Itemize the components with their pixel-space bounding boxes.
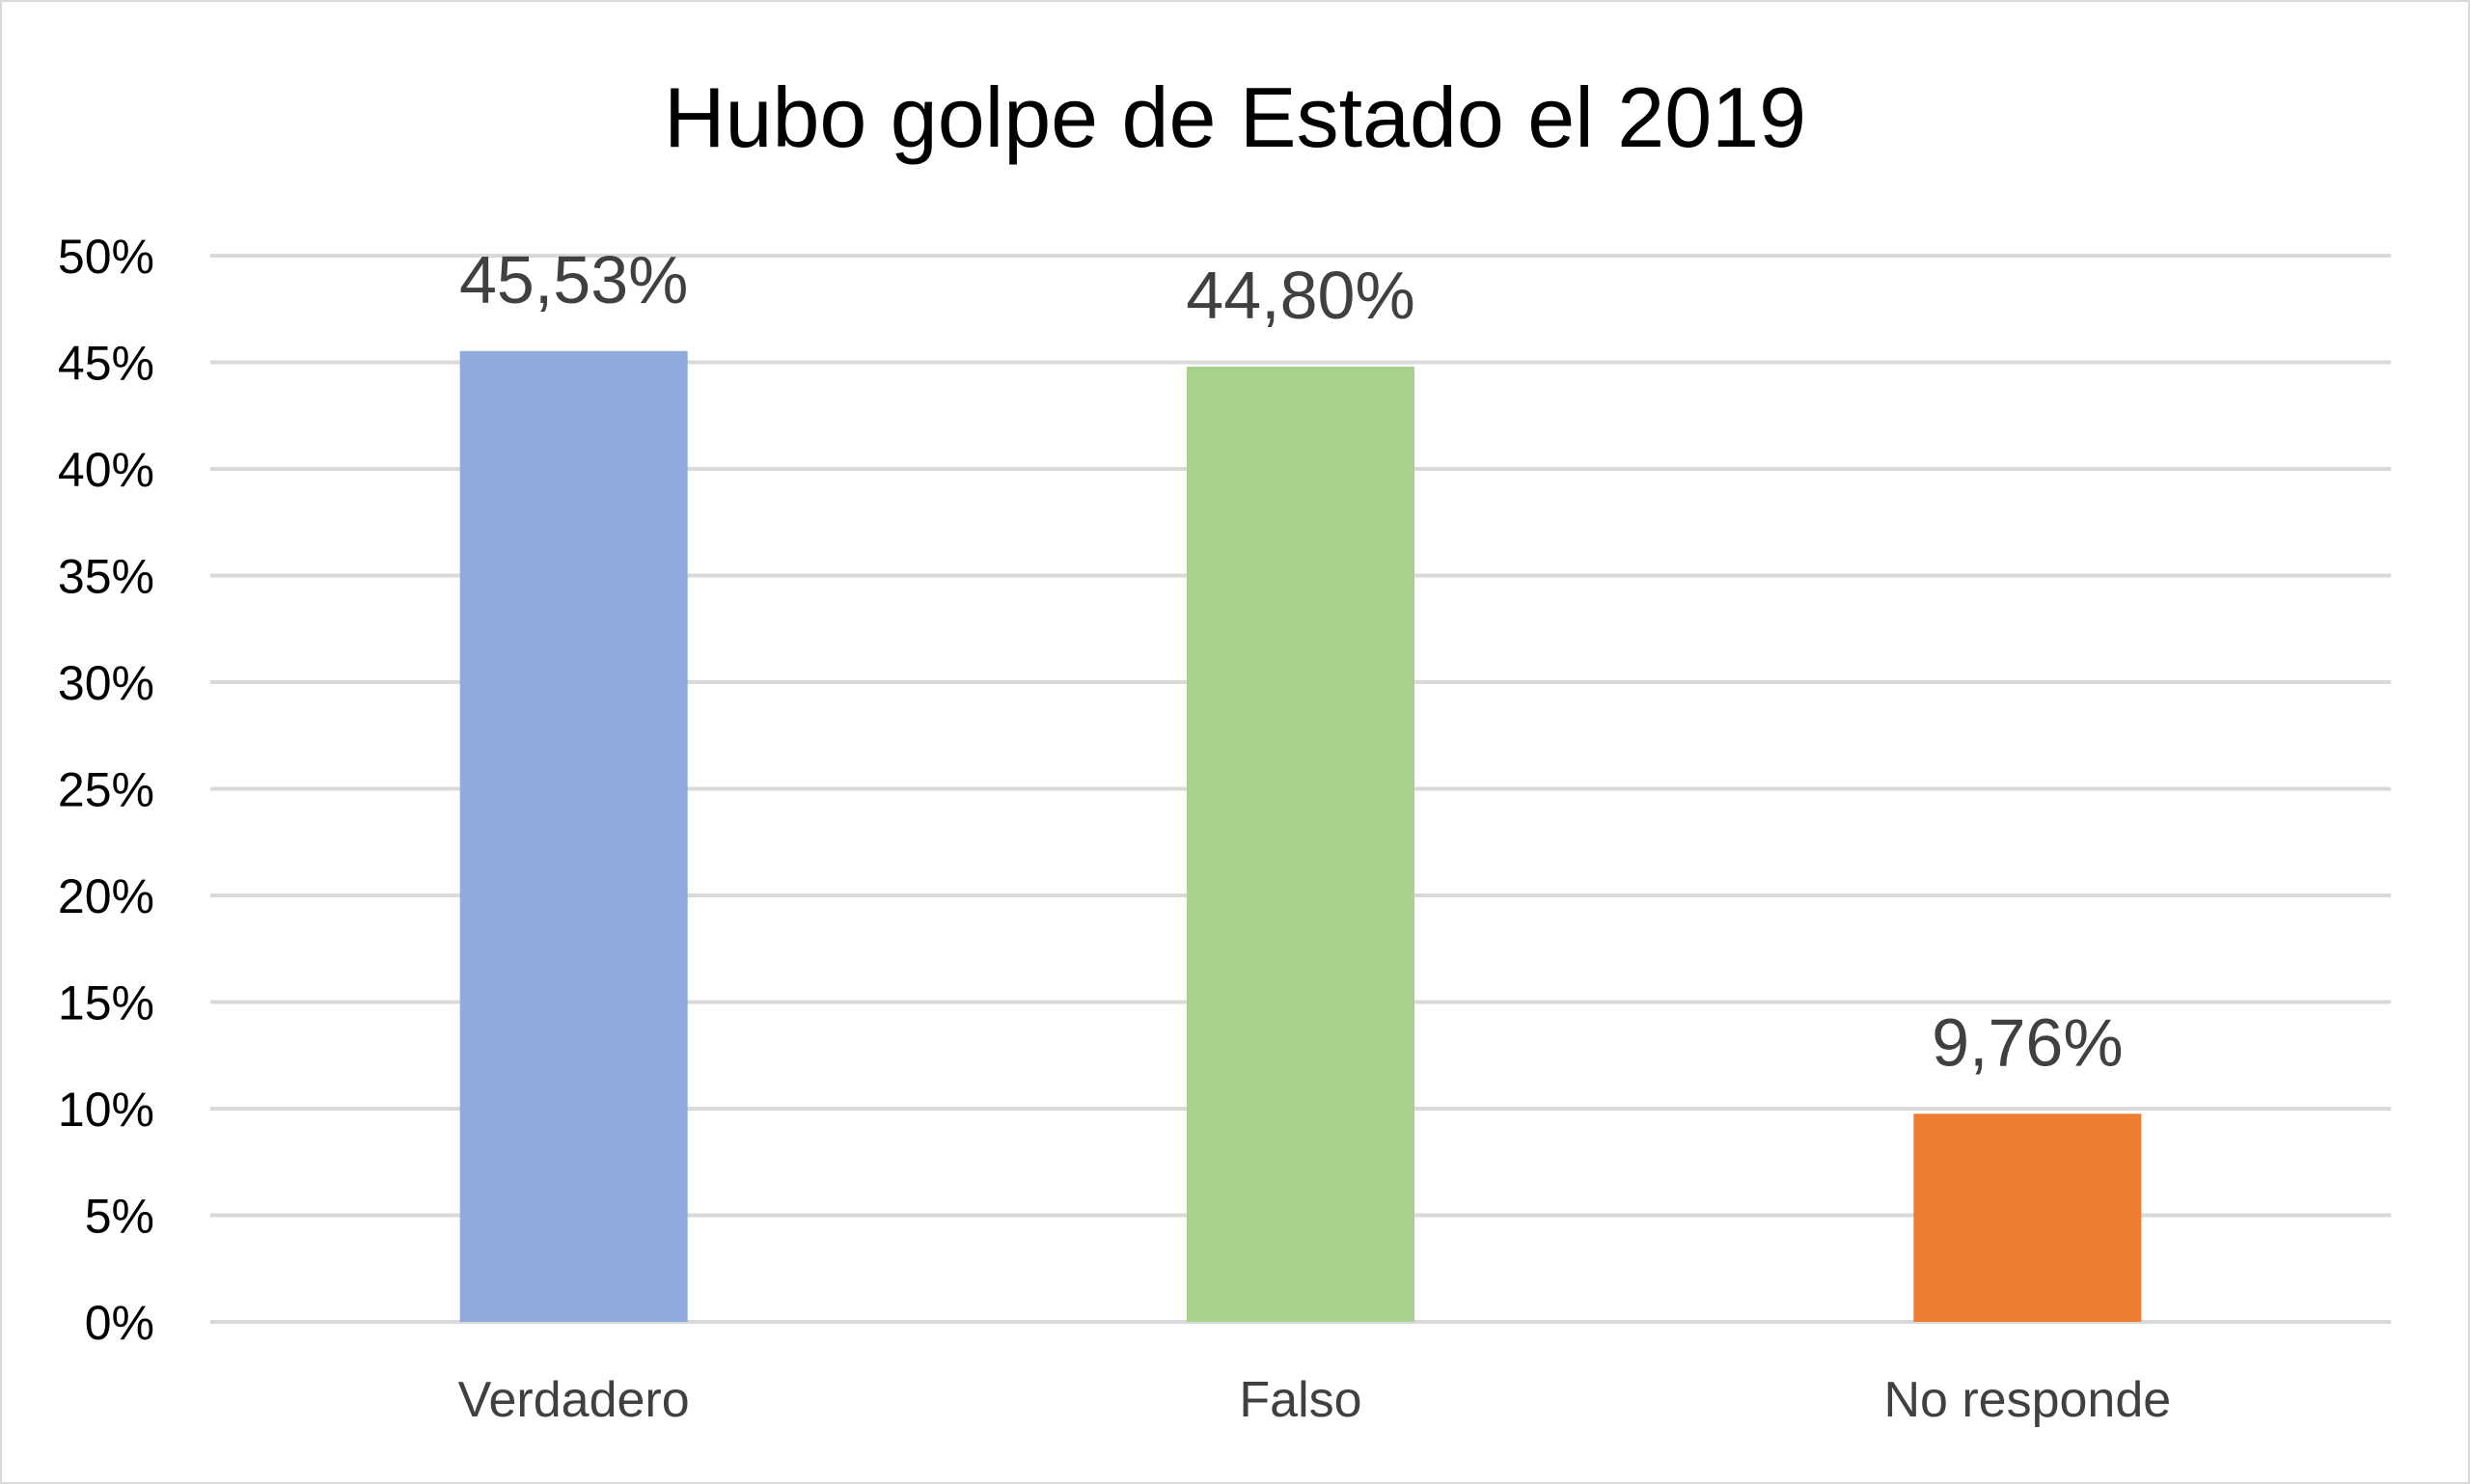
data-labels: 45,53% 44,80% 9,76% (459, 242, 2124, 1081)
data-label: 45,53% (459, 242, 688, 317)
y-tick-label: 50% (58, 230, 154, 284)
y-tick-label: 15% (58, 976, 154, 1031)
category-label: Verdadero (458, 1372, 690, 1428)
y-tick-label: 10% (58, 1083, 154, 1137)
bar-verdadero (459, 350, 688, 1322)
y-tick-label: 25% (58, 763, 154, 817)
data-label: 9,76% (1932, 1004, 2123, 1080)
y-axis-ticks: 0% 5% 10% 15% 20% 25% 30% 35% 40% 45% 50% (58, 230, 154, 1350)
category-label: No responde (1883, 1372, 2171, 1428)
y-tick-label: 5% (85, 1190, 154, 1244)
y-tick-label: 35% (58, 550, 154, 604)
bar-falso (1187, 366, 1414, 1322)
y-tick-label: 30% (58, 656, 154, 710)
y-tick-label: 45% (58, 337, 154, 391)
chart-title: Hubo golpe de Estado el 2019 (664, 69, 1806, 165)
category-labels: Verdadero Falso No responde (458, 1372, 2172, 1428)
bar-no-responde (1913, 1113, 2142, 1322)
data-label: 44,80% (1186, 258, 1414, 333)
y-tick-label: 0% (85, 1296, 154, 1350)
y-tick-label: 40% (58, 443, 154, 497)
bars (459, 350, 2142, 1322)
category-label: Falso (1239, 1372, 1361, 1428)
y-tick-label: 20% (58, 869, 154, 923)
